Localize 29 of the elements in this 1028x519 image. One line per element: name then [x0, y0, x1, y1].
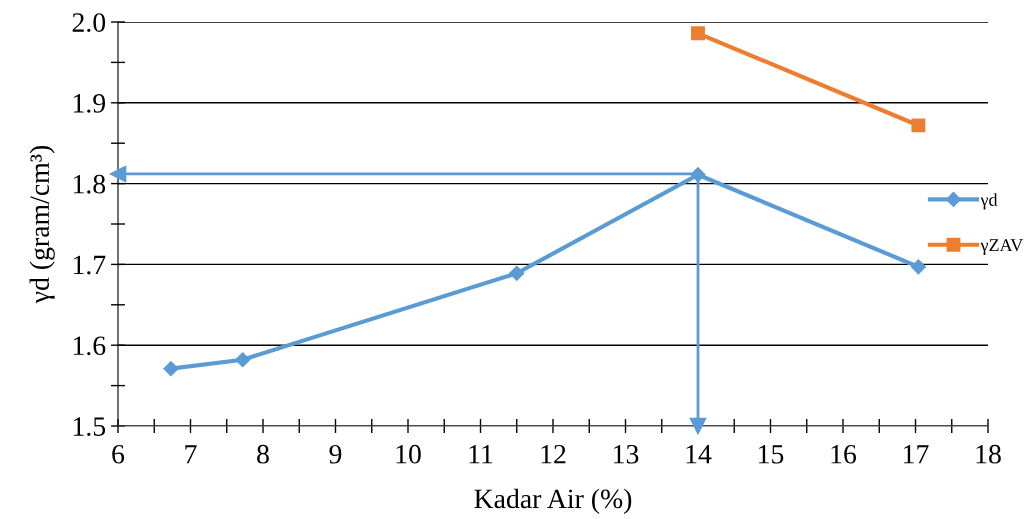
- x-tick-label: 8: [257, 444, 269, 464]
- point: [509, 265, 525, 281]
- y-tick-label: 1.6: [73, 336, 106, 356]
- x-tick-label: 10: [396, 444, 421, 464]
- x-tick-label: 9: [329, 444, 342, 464]
- point: [691, 26, 705, 41]
- x-tick-label: 6: [112, 444, 125, 464]
- legend-label: γd: [980, 193, 998, 210]
- point: [163, 361, 179, 377]
- y-axis-title: γd (gram/cm³): [29, 145, 55, 304]
- point: [235, 352, 251, 368]
- x-axis-title: Kadar Air (%): [474, 488, 632, 514]
- x-tick-label: 17: [904, 444, 929, 464]
- x-tick-label: 16: [831, 444, 857, 464]
- x-tick-label: 12: [541, 444, 566, 464]
- x-tick-label: 18: [976, 444, 1001, 464]
- point: [910, 259, 926, 275]
- y-tick-label: 1.9: [73, 94, 106, 113]
- x-tick-label: 7: [185, 445, 197, 464]
- x-tick-label: 13: [614, 444, 639, 464]
- x-tick-label: 14: [686, 444, 712, 464]
- y-tick-label: 2.0: [72, 13, 106, 33]
- x-tick-label: 11: [469, 444, 493, 464]
- y-tick-label: 1.8: [73, 174, 106, 194]
- legend-label: γZAV: [980, 239, 1024, 255]
- point: [911, 118, 926, 133]
- y-tick-label: 1.7: [73, 255, 106, 275]
- x-tick-label: 15: [759, 444, 784, 464]
- y-tick-label: 1.5: [73, 417, 106, 437]
